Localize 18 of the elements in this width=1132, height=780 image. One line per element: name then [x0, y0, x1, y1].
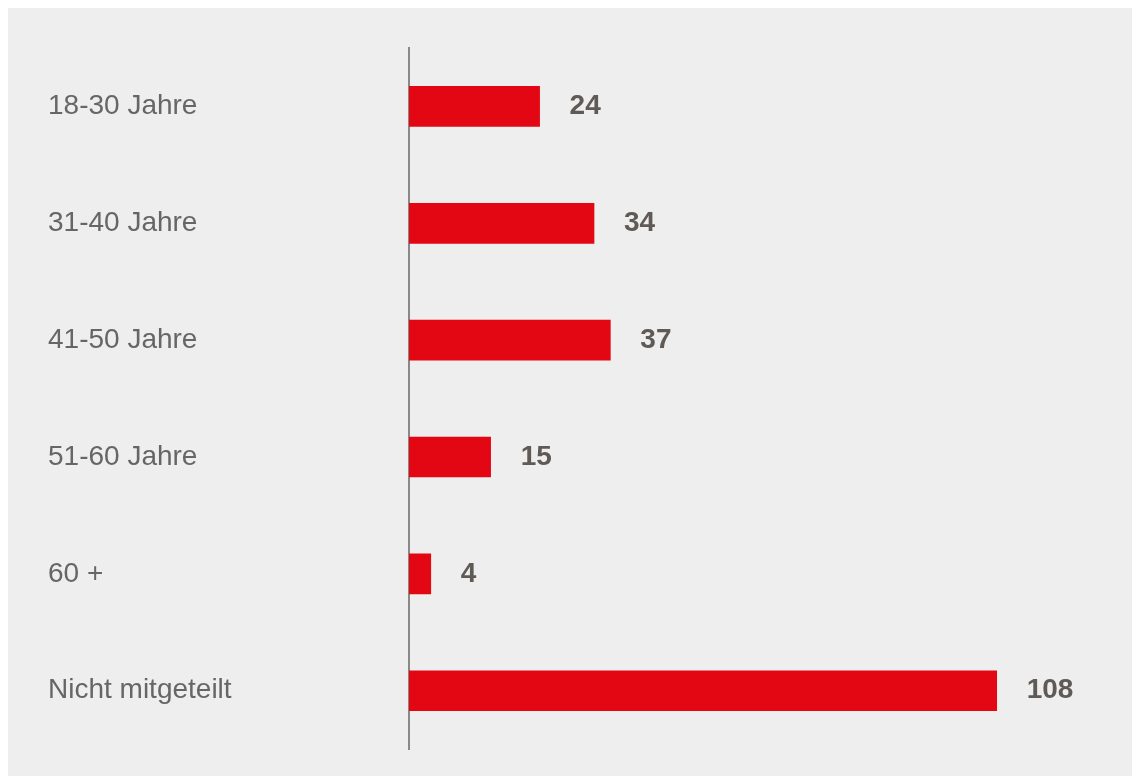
- data-label: 37: [640, 322, 672, 354]
- y-tick-label: 18-30 Jahre: [48, 89, 198, 121]
- data-label: 4: [460, 556, 477, 588]
- y-tick-label: 60 +: [48, 556, 104, 588]
- y-tick-label: 51-60 Jahre: [48, 439, 198, 471]
- y-tick-label: 41-50 Jahre: [48, 322, 198, 354]
- bar: [409, 436, 491, 478]
- y-tick-label: Nicht mitgeteilt: [48, 673, 232, 705]
- bar: [409, 553, 432, 595]
- data-label: 15: [520, 439, 552, 471]
- bar: [409, 319, 611, 361]
- data-label: 108: [1026, 673, 1074, 705]
- y-tick-label: 31-40 Jahre: [48, 206, 198, 238]
- bar: [409, 670, 998, 712]
- data-label: 34: [624, 206, 656, 238]
- bar: [409, 86, 540, 127]
- bar: [409, 202, 595, 244]
- data-label: 24: [569, 89, 602, 121]
